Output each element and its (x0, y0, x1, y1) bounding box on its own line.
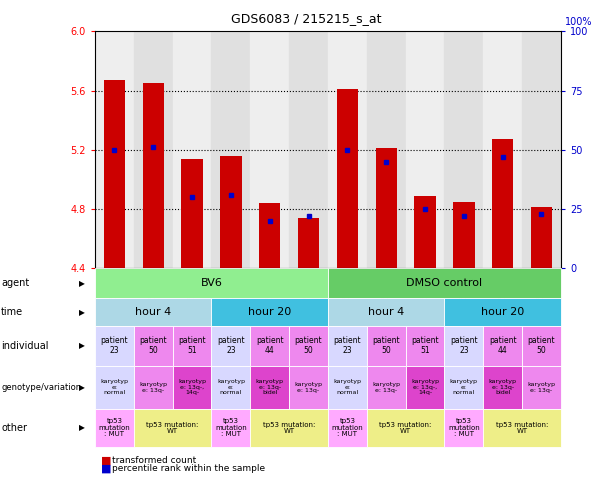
Bar (259, 203, 280, 268)
Text: tp53
mutation
: MUT: tp53 mutation : MUT (215, 418, 247, 438)
Text: tp53
mutation
: MUT: tp53 mutation : MUT (332, 418, 364, 438)
Text: hour 20: hour 20 (481, 307, 524, 317)
Bar (143, 83, 164, 268)
Bar (328, 31, 367, 268)
Text: ▶: ▶ (78, 424, 85, 432)
Bar (444, 31, 483, 268)
Text: individual: individual (1, 341, 48, 351)
Bar (289, 31, 328, 268)
Text: karyotyp
e: 13q-,
14q-: karyotyp e: 13q-, 14q- (411, 380, 439, 395)
Text: patient
50: patient 50 (295, 337, 322, 355)
Bar (181, 158, 203, 268)
Text: ▶: ▶ (78, 308, 85, 316)
Text: tp53 mutation:
WT: tp53 mutation: WT (379, 422, 432, 434)
Text: tp53
mutation
: MUT: tp53 mutation : MUT (448, 418, 480, 438)
Text: ▶: ▶ (78, 341, 85, 350)
Text: karyotyp
e: 13q-,
14q-: karyotyp e: 13q-, 14q- (178, 380, 206, 395)
Bar (250, 31, 289, 268)
Text: hour 4: hour 4 (368, 307, 405, 317)
Text: hour 4: hour 4 (135, 307, 172, 317)
Text: patient
44: patient 44 (256, 337, 284, 355)
Text: time: time (1, 307, 23, 317)
Bar (376, 148, 397, 268)
Bar (483, 31, 522, 268)
Text: patient
50: patient 50 (528, 337, 555, 355)
Bar (298, 218, 319, 268)
Text: tp53
mutation
: MUT: tp53 mutation : MUT (99, 418, 131, 438)
Text: patient
50: patient 50 (139, 337, 167, 355)
Text: tp53 mutation:
WT: tp53 mutation: WT (147, 422, 199, 434)
Text: patient
23: patient 23 (101, 337, 128, 355)
Text: 100%: 100% (565, 17, 593, 27)
Bar (220, 156, 242, 268)
Text: DMSO control: DMSO control (406, 278, 482, 288)
Bar (414, 196, 436, 268)
Text: patient
51: patient 51 (178, 337, 206, 355)
Text: other: other (1, 423, 27, 433)
Text: BV6: BV6 (200, 278, 223, 288)
Bar (134, 31, 173, 268)
Text: tp53 mutation:
WT: tp53 mutation: WT (496, 422, 548, 434)
Text: karyotyp
e:
normal: karyotyp e: normal (101, 380, 129, 395)
Bar (453, 201, 474, 268)
Bar (367, 31, 406, 268)
Text: patient
51: patient 51 (411, 337, 439, 355)
Text: tp53 mutation:
WT: tp53 mutation: WT (263, 422, 315, 434)
Text: karyotyp
e: 13q-: karyotyp e: 13q- (294, 382, 322, 393)
Bar (104, 80, 125, 268)
Text: hour 20: hour 20 (248, 307, 291, 317)
Bar (95, 31, 134, 268)
Bar (173, 31, 211, 268)
Text: ■: ■ (101, 455, 112, 465)
Text: patient
23: patient 23 (450, 337, 478, 355)
Text: karyotyp
e: 13q-: karyotyp e: 13q- (139, 382, 167, 393)
Text: patient
50: patient 50 (372, 337, 400, 355)
Bar (522, 31, 561, 268)
Text: karyotyp
e:
normal: karyotyp e: normal (217, 380, 245, 395)
Bar (337, 89, 358, 268)
Bar (406, 31, 444, 268)
Text: patient
44: patient 44 (489, 337, 517, 355)
Text: patient
23: patient 23 (333, 337, 361, 355)
Text: ■: ■ (101, 464, 112, 474)
Text: percentile rank within the sample: percentile rank within the sample (112, 465, 265, 473)
Text: karyotyp
e:
normal: karyotyp e: normal (333, 380, 362, 395)
Text: genotype/variation: genotype/variation (1, 383, 82, 392)
Bar (211, 31, 250, 268)
Text: karyotyp
e: 13q-
bidel: karyotyp e: 13q- bidel (489, 380, 517, 395)
Text: patient
23: patient 23 (217, 337, 245, 355)
Bar (531, 207, 552, 268)
Text: ▶: ▶ (78, 383, 85, 392)
Text: transformed count: transformed count (112, 456, 196, 465)
Bar (492, 140, 513, 268)
Text: karyotyp
e: 13q-: karyotyp e: 13q- (527, 382, 555, 393)
Text: karyotyp
e:
normal: karyotyp e: normal (450, 380, 478, 395)
Text: ▶: ▶ (78, 279, 85, 287)
Text: agent: agent (1, 278, 29, 288)
Text: GDS6083 / 215215_s_at: GDS6083 / 215215_s_at (231, 12, 382, 25)
Text: karyotyp
e: 13q-: karyotyp e: 13q- (372, 382, 400, 393)
Text: karyotyp
e: 13q-
bidel: karyotyp e: 13q- bidel (256, 380, 284, 395)
